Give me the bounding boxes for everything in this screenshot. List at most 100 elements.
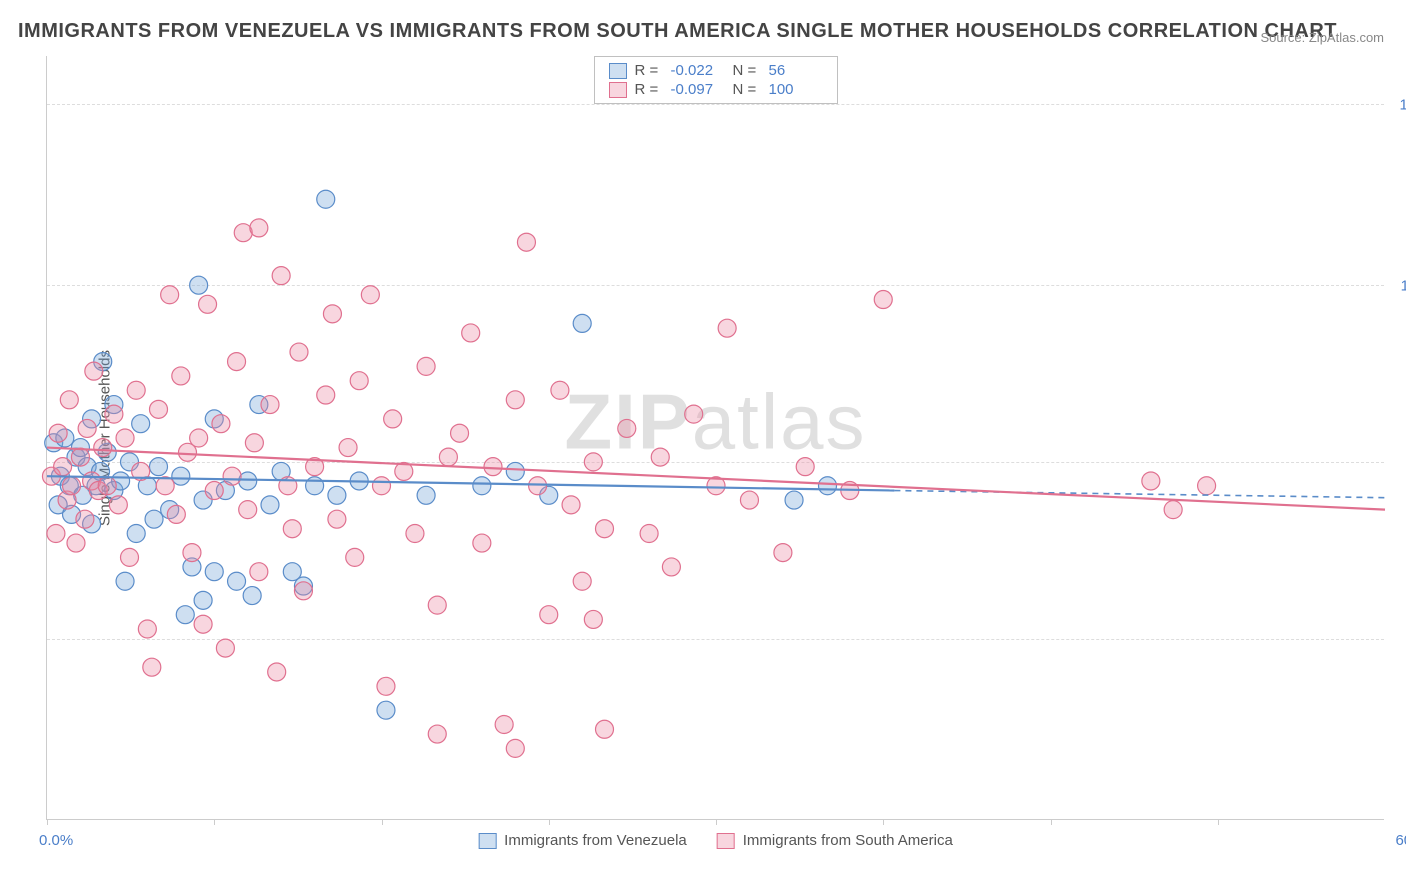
data-point-south_america [250,563,268,581]
data-point-south_america [874,291,892,309]
data-point-south_america [346,548,364,566]
data-point-south_america [49,424,67,442]
x-tick [883,819,884,825]
data-point-venezuela [328,486,346,504]
data-point-south_america [76,510,94,528]
data-point-south_america [451,424,469,442]
r-label: R = [635,81,663,98]
data-point-south_america [685,405,703,423]
data-point-south_america [573,572,591,590]
data-point-south_america [328,510,346,528]
data-point-south_america [506,739,524,757]
data-point-south_america [94,439,112,457]
correlation-legend: R = -0.022 N = 56 R = -0.097 N = 100 [594,56,838,104]
data-point-south_america [228,353,246,371]
data-point-south_america [377,677,395,695]
data-point-south_america [98,477,116,495]
legend-row-venezuela: R = -0.022 N = 56 [609,61,823,80]
data-point-south_america [261,396,279,414]
x-axis-end-label: 60.0% [1395,832,1406,849]
data-point-venezuela [172,467,190,485]
data-point-venezuela [243,587,261,605]
data-point-south_america [551,381,569,399]
data-point-south_america [47,525,65,543]
data-point-south_america [272,267,290,285]
data-point-venezuela [819,477,837,495]
n-value-venezuela: 56 [769,62,823,79]
data-point-south_america [339,439,357,457]
data-point-south_america [417,357,435,375]
data-point-venezuela [150,458,168,476]
data-point-south_america [294,582,312,600]
data-point-south_america [167,505,185,523]
data-point-south_america [618,419,636,437]
data-point-south_america [105,405,123,423]
n-value-south-america: 100 [769,81,823,98]
data-point-venezuela [785,491,803,509]
swatch-south-america-bottom [717,833,735,849]
legend-label-south-america: Immigrants from South America [743,832,953,849]
data-point-south_america [373,477,391,495]
data-point-venezuela [573,314,591,332]
data-point-south_america [121,548,139,566]
data-point-south_america [796,458,814,476]
x-tick [214,819,215,825]
data-point-south_america [250,219,268,237]
data-point-south_america [439,448,457,466]
swatch-venezuela-bottom [478,833,496,849]
y-tick-label: 3.8% [1392,631,1406,648]
data-point-south_america [384,410,402,428]
data-point-south_america [60,391,78,409]
data-point-venezuela [306,477,324,495]
data-point-south_america [506,391,524,409]
data-point-south_america [85,362,103,380]
data-point-venezuela [417,486,435,504]
y-tick-label: 11.2% [1392,278,1406,295]
data-point-south_america [774,544,792,562]
n-label: N = [733,81,761,98]
data-point-venezuela [317,190,335,208]
legend-item-venezuela: Immigrants from Venezuela [478,832,687,849]
data-point-south_america [596,720,614,738]
data-point-venezuela [127,525,145,543]
data-point-south_america [740,491,758,509]
data-point-south_america [283,520,301,538]
data-point-south_america [473,534,491,552]
data-point-south_america [239,501,257,519]
r-value-venezuela: -0.022 [671,62,725,79]
legend-item-south-america: Immigrants from South America [717,832,953,849]
data-point-venezuela [377,701,395,719]
data-point-south_america [350,372,368,390]
data-point-south_america [216,639,234,657]
data-point-south_america [484,458,502,476]
data-point-south_america [662,558,680,576]
data-point-south_america [406,525,424,543]
legend-row-south-america: R = -0.097 N = 100 [609,80,823,99]
x-tick [716,819,717,825]
n-label: N = [733,62,761,79]
data-point-south_america [67,534,85,552]
data-point-south_america [138,620,156,638]
data-point-south_america [651,448,669,466]
data-point-south_america [584,610,602,628]
data-point-south_america [584,453,602,471]
data-point-south_america [640,525,658,543]
data-point-south_america [1198,477,1216,495]
data-point-south_america [562,496,580,514]
data-point-south_america [109,496,127,514]
data-point-south_america [63,477,81,495]
data-point-south_america [290,343,308,361]
data-point-venezuela [116,572,134,590]
data-point-south_america [143,658,161,676]
data-point-south_america [529,477,547,495]
plot-svg [47,56,1384,819]
data-point-south_america [428,596,446,614]
data-point-south_america [172,367,190,385]
data-point-venezuela [145,510,163,528]
data-point-south_america [156,477,174,495]
swatch-south-america [609,82,627,98]
series-legend: Immigrants from Venezuela Immigrants fro… [478,832,953,849]
data-point-south_america [71,448,89,466]
legend-label-venezuela: Immigrants from Venezuela [504,832,687,849]
data-point-south_america [462,324,480,342]
